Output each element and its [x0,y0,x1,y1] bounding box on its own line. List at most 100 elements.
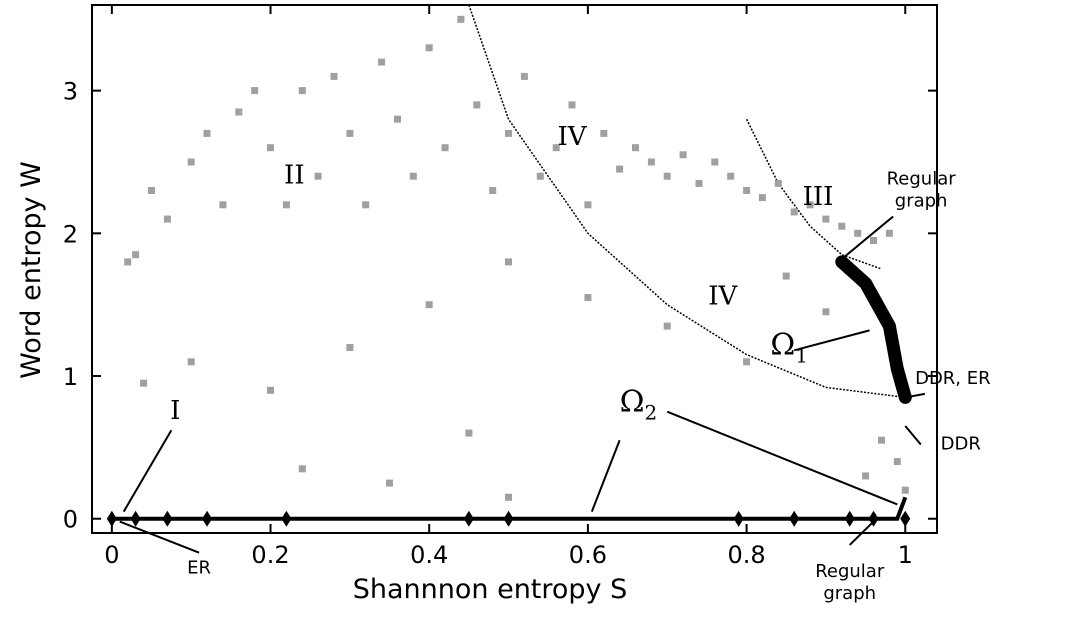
data-point [568,101,576,109]
omega-label: Ω2 [620,385,658,425]
y-axis-title: Word entropy W [16,161,47,379]
data-point [647,158,655,166]
data-point [806,201,814,209]
data-point [267,144,274,152]
data-point [505,129,512,137]
data-point [878,436,885,444]
data-point [505,258,512,266]
data-point [727,172,735,180]
omega2-markers [106,510,911,527]
data-point [838,222,846,230]
data-point [663,172,671,180]
annotation-label: ER [187,558,211,579]
omega2-marker [503,510,514,527]
data-point [885,229,893,237]
x-tick-label: 1 [898,541,913,569]
data-point [298,465,306,473]
region-i-pointer [122,429,173,513]
data-point [187,158,195,166]
data-point [584,294,592,301]
region-label: III [803,182,834,212]
omega2-pointer-right [666,410,898,506]
annotation-leader [849,520,875,546]
data-point [552,144,560,152]
data-point [695,179,703,187]
data-point [473,101,481,109]
omega1-curve [835,255,912,404]
annotation-leader [905,392,926,399]
data-point [465,429,473,437]
data-point [425,44,433,52]
omega-curves [111,255,912,521]
omega2-marker [789,510,800,527]
data-point [743,187,751,194]
data-point [346,344,354,351]
data-point [346,129,354,137]
data-point [663,322,671,330]
data-point [314,172,322,180]
x-tick-label: 0.6 [569,541,607,569]
region-label: IV [558,122,588,152]
data-point [235,108,243,116]
data-point [132,251,140,259]
annotation-label: DDR, ER [915,368,991,389]
omega2-marker [900,510,911,527]
region-label: IV [708,282,738,312]
omega2-pointer-left [590,439,621,512]
data-point [140,379,148,387]
omega2-marker [844,510,855,527]
data-point [148,187,155,194]
data-point [441,144,449,152]
data-point [782,272,790,280]
omega2-marker [162,510,173,527]
omega1-pointer [793,329,870,352]
omega2-marker [733,510,744,527]
data-point [409,172,417,180]
data-point [711,158,719,166]
data-point [267,386,274,394]
data-point [219,201,227,209]
data-point [632,144,639,152]
x-tick-label: 0.8 [727,541,765,569]
data-point [520,72,528,80]
data-point [489,187,497,194]
omega2-curve [111,496,908,521]
data-point [862,472,870,480]
data-point [330,72,338,80]
data-point [536,172,544,180]
data-point [822,308,830,316]
x-axis-ticks: 0 0.2 0.4 0.6 0.8 1 [104,5,913,569]
data-point [901,486,909,494]
region-label: I [170,396,180,426]
y-tick-label: 2 [63,220,78,248]
data-point [790,208,798,216]
data-point [251,87,259,95]
data-point [378,58,386,66]
data-point [386,479,393,487]
data-point [187,358,195,366]
region-label: II [284,160,305,190]
data-point [394,115,401,123]
data-point [758,194,766,202]
x-tick-label: 0 [104,541,119,569]
omega2-marker [281,510,292,527]
data-point [163,215,171,223]
annotations: Regular graph DDR, ER DDR ER Regular graph [119,169,991,604]
data-point [298,87,306,95]
x-axis-title: Shannnon entropy S [353,574,628,605]
data-point [362,201,370,209]
boundary-curves [468,4,906,399]
y-tick-label: 0 [63,506,78,534]
x-tick-label: 0.2 [251,541,289,569]
data-point [616,165,624,173]
plot-frame [91,4,938,534]
omega2-marker [463,510,474,527]
data-point [505,493,512,501]
omega2-marker [130,510,141,527]
data-point [584,201,592,209]
data-point [282,201,290,209]
annotation-leader [904,425,922,446]
data-point [600,129,608,137]
data-point [124,258,132,266]
